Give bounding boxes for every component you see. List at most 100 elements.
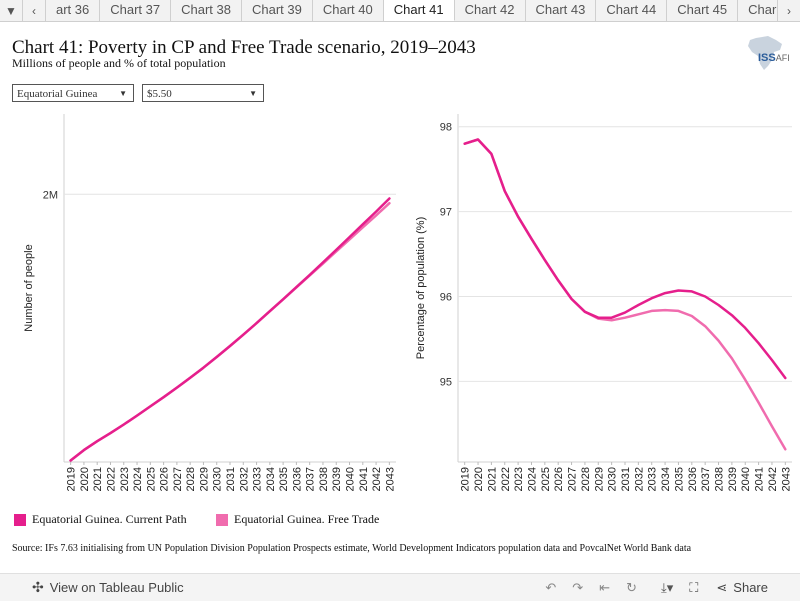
x-tick-label: 2035 — [673, 467, 685, 491]
x-tick-label: 2041 — [754, 467, 766, 491]
tab-list: art 36 Chart 37 Chart 38 Chart 39 Chart 40 Ch… — [46, 0, 777, 21]
undo-icon[interactable]: ↶ — [545, 579, 557, 595]
redo-icon[interactable]: ↷ — [572, 579, 584, 595]
share-button[interactable]: ⋖ Share — [716, 580, 768, 596]
x-tick-label: 2040 — [345, 467, 357, 491]
x-tick-label: 2037 — [305, 467, 317, 491]
tableau-link-label: View on Tableau Public — [49, 580, 184, 595]
share-icon: ⋖ — [716, 579, 728, 595]
chevron-down-icon: ▼ — [119, 89, 127, 98]
x-tick-label: 2023 — [119, 467, 131, 491]
tabs-scroll-right-icon[interactable]: › — [777, 0, 800, 21]
x-tick-label: 2040 — [740, 467, 752, 491]
y-tick-label: 97 — [440, 207, 452, 219]
x-tick-label: 2037 — [700, 467, 712, 491]
x-tick-label: 2019 — [66, 467, 78, 491]
y-axis-title: Percentage of population (%) — [415, 217, 427, 359]
source-note: Source: IFs 7.63 initialising from UN Po… — [12, 543, 692, 554]
x-tick-label: 2042 — [767, 467, 779, 491]
x-tick-label: 2030 — [607, 467, 619, 491]
tab-bar: ▼ ‹ art 36 Chart 37 Chart 38 Chart 39 Chart … — [0, 0, 800, 22]
tab-chart-38[interactable]: Chart 38 — [171, 0, 242, 21]
tabs-menu-icon[interactable]: ▼ — [0, 0, 23, 21]
page-subtitle: Millions of people and % of total popula… — [12, 56, 226, 70]
refresh-icon[interactable]: ↻ — [626, 579, 637, 595]
tab-chart-45[interactable]: Chart 45 — [667, 0, 739, 21]
x-tick-label: 2019 — [460, 467, 472, 491]
series-line-equatorial-guinea-free-trade — [463, 138, 787, 451]
fullscreen-icon[interactable]: ⛶ — [689, 579, 699, 595]
x-tick-label: 2023 — [513, 467, 525, 491]
x-tick-label: 2043 — [384, 467, 396, 491]
download-icon[interactable]: ⤓▾ — [661, 579, 674, 595]
x-tick-label: 2039 — [331, 467, 343, 491]
series-line-equatorial-guinea-current-path — [69, 197, 391, 462]
x-tick-label: 2033 — [647, 467, 659, 491]
x-tick-label: 2030 — [212, 467, 224, 491]
series-line-equatorial-guinea-current-path — [463, 138, 787, 380]
x-tick-label: 2020 — [79, 467, 91, 491]
x-tick-label: 2032 — [633, 467, 645, 491]
x-tick-label: 2027 — [172, 467, 184, 491]
tab-char[interactable]: Char — [738, 0, 777, 21]
x-tick-label: 2036 — [687, 467, 699, 491]
x-tick-label: 2042 — [371, 467, 383, 491]
x-tick-label: 2043 — [780, 467, 792, 491]
tab-chart-42[interactable]: Chart 42 — [455, 0, 526, 21]
x-tick-label: 2022 — [500, 467, 512, 491]
tab-chart-43[interactable]: Chart 43 — [526, 0, 597, 21]
x-tick-label: 2021 — [486, 467, 498, 491]
country-select[interactable]: Equatorial Guinea ▼ — [12, 84, 134, 102]
legend-swatch — [216, 513, 228, 526]
tab-chart-39[interactable]: Chart 39 — [242, 0, 313, 21]
x-tick-label: 2026 — [553, 467, 565, 491]
x-tick-label: 2039 — [727, 467, 739, 491]
y-tick-label: 2M — [43, 189, 58, 201]
y-tick-label: 96 — [440, 291, 452, 303]
tab-chart-40[interactable]: Chart 40 — [313, 0, 384, 21]
series-line-equatorial-guinea-free-trade — [69, 201, 391, 462]
y-axis-title: Number of people — [23, 244, 35, 331]
x-tick-label: 2034 — [265, 467, 277, 491]
share-label: Share — [733, 580, 768, 595]
legend-label: Equatorial Guinea. Free Trade — [234, 512, 380, 526]
x-tick-label: 2027 — [567, 467, 579, 491]
threshold-select[interactable]: $5.50 ▼ — [142, 84, 264, 102]
footer-toolbar: ✣ View on Tableau Public ↶ ↷ ⇤ ↻ ⤓▾ ⛶ ⋖ … — [0, 573, 800, 601]
tab-chart-44[interactable]: Chart 44 — [596, 0, 668, 21]
tab-chart-41[interactable]: Chart 41 — [383, 0, 455, 21]
tab-chart-36[interactable]: art 36 — [46, 0, 101, 21]
x-tick-label: 2025 — [145, 467, 157, 491]
x-tick-label: 2038 — [714, 467, 726, 491]
x-tick-label: 2031 — [620, 467, 632, 491]
tableau-logo-icon: ✣ — [32, 579, 44, 595]
x-tick-label: 2028 — [580, 467, 592, 491]
x-tick-label: 2028 — [185, 467, 197, 491]
y-tick-label: 95 — [440, 376, 452, 388]
legend-swatch — [14, 513, 26, 526]
x-tick-label: 2029 — [198, 467, 210, 491]
x-tick-label: 2026 — [159, 467, 171, 491]
iss-logo: ISSAFI — [758, 52, 790, 64]
x-tick-label: 2025 — [540, 467, 552, 491]
x-tick-label: 2033 — [252, 467, 264, 491]
page-title: Chart 41: Poverty in CP and Free Trade s… — [12, 37, 476, 58]
x-tick-label: 2032 — [238, 467, 250, 491]
legend-item-current-path[interactable]: Equatorial Guinea. Current Path — [14, 512, 187, 527]
africa-logo-icon — [748, 36, 782, 70]
x-tick-label: 2036 — [291, 467, 303, 491]
x-tick-label: 2041 — [358, 467, 370, 491]
tabs-scroll-left-icon[interactable]: ‹ — [23, 0, 46, 21]
y-tick-label: 98 — [440, 122, 452, 134]
x-tick-label: 2031 — [225, 467, 237, 491]
revert-icon[interactable]: ⇤ — [599, 579, 611, 595]
legend-item-free-trade[interactable]: Equatorial Guinea. Free Trade — [216, 512, 379, 527]
x-tick-label: 2038 — [318, 467, 330, 491]
view-on-tableau-link[interactable]: ✣ View on Tableau Public — [32, 579, 184, 596]
x-tick-label: 2029 — [593, 467, 605, 491]
tab-chart-37[interactable]: Chart 37 — [100, 0, 172, 21]
x-tick-label: 2024 — [132, 467, 144, 491]
x-tick-label: 2024 — [526, 467, 538, 491]
chevron-down-icon: ▼ — [249, 89, 257, 98]
